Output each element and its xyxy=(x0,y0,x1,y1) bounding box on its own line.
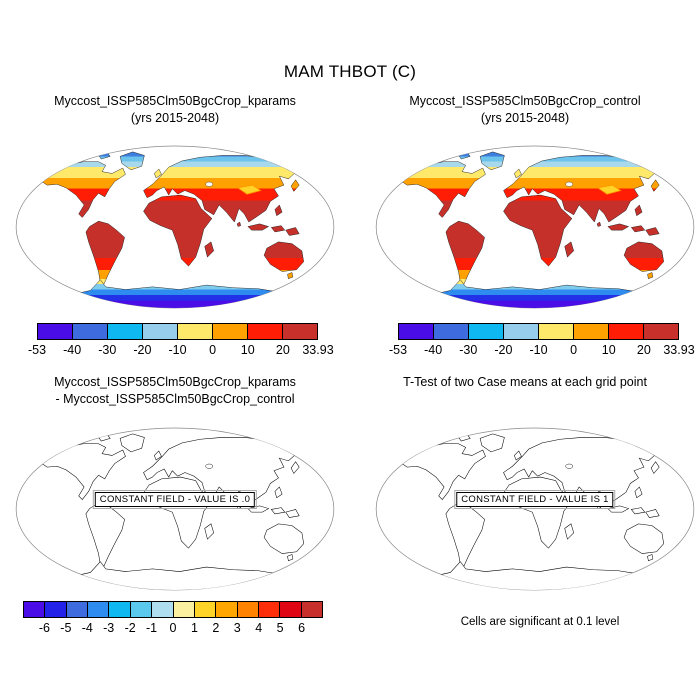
temperature-colorbar-left: -53 -40 -30 -20 -10 0 10 20 33.93 xyxy=(28,323,334,358)
panel-title-line2: (yrs 2015-2048) xyxy=(130,110,220,125)
colorbar-cell xyxy=(504,324,539,339)
colorbar-cell xyxy=(88,602,110,617)
colorbar-tick-label: 33.93 xyxy=(302,343,334,357)
constant-field-label: CONSTANT FIELD - VALUE IS .0 xyxy=(92,490,258,509)
colorbar-cell xyxy=(38,324,73,339)
colorbar-tick-label: -30 xyxy=(459,343,478,357)
panel-title-line2: - Myccost_ISSP585Clm50BgcCrop_control xyxy=(55,391,295,406)
temperature-colorbar-right: -53 -40 -30 -20 -10 0 10 20 33.93 xyxy=(389,323,695,358)
colorbar-cell xyxy=(283,324,317,339)
colorbar-tick-label: -10 xyxy=(168,343,187,357)
colorbar-tick-labels: -53 -40 -30 -20 -10 0 10 20 33.93 xyxy=(28,340,334,358)
colorbar-tick-label: 3 xyxy=(233,621,241,635)
world-map-difference: CONSTANT FIELD - VALUE IS .0 xyxy=(13,418,337,600)
panel-title-line1: Myccost_ISSP585Clm50BgcCrop_control xyxy=(409,94,641,108)
colorbar-cell xyxy=(237,602,259,617)
colorbar-tick-label: -30 xyxy=(98,343,117,357)
panel-title-line1: T-Test of two Case means at each grid po… xyxy=(403,375,647,389)
colorbar-tick-label: 33.93 xyxy=(663,343,695,357)
colorbar-cell xyxy=(108,324,143,339)
colorbar-cell xyxy=(178,324,213,339)
colorbar-cells xyxy=(23,601,323,618)
colorbar-tick-label: 4 xyxy=(255,621,263,635)
colorbar-cell xyxy=(539,324,574,339)
colorbar-tick-label: 0 xyxy=(570,343,578,357)
colorbar-cell xyxy=(248,324,283,339)
colorbar-tick-label: -20 xyxy=(494,343,513,357)
colorbar-tick-label: 0 xyxy=(209,343,217,357)
colorbar-cell xyxy=(609,324,644,339)
colorbar-tick-label: 2 xyxy=(212,621,220,635)
panel-title-line1: Myccost_ISSP585Clm50BgcCrop_kparams xyxy=(54,94,296,108)
colorbar-tick-label: -5 xyxy=(60,621,72,635)
colorbar-tick-label: -53 xyxy=(388,343,408,357)
difference-colorbar: -6 -5 -4 -3 -2 -1 0 1 2 3 4 5 6 xyxy=(23,601,323,636)
colorbar-tick-label: 10 xyxy=(240,343,255,357)
colorbar-tick-labels: -6 -5 -4 -3 -2 -1 0 1 2 3 4 5 6 xyxy=(23,618,323,636)
colorbar-cell xyxy=(45,602,67,617)
colorbar-tick-label: -40 xyxy=(424,343,443,357)
panel-title-top-right: Myccost_ISSP585Clm50BgcCrop_control (yrs… xyxy=(350,93,700,126)
panel-title-top-left: Myccost_ISSP585Clm50BgcCrop_kparams (yrs… xyxy=(0,93,350,126)
colorbar-tick-label: 1 xyxy=(190,621,198,635)
colorbar-cell xyxy=(194,602,217,617)
panel-title-line2: (yrs 2015-2048) xyxy=(480,110,570,125)
colorbar-tick-label: -2 xyxy=(124,621,136,635)
world-map-ttest: CONSTANT FIELD - VALUE IS 1 xyxy=(373,418,697,600)
colorbar-cells xyxy=(37,323,318,340)
colorbar-tick-label: -4 xyxy=(81,621,93,635)
world-map-kparams xyxy=(13,136,337,318)
colorbar-tick-labels: -53 -40 -30 -20 -10 0 10 20 33.93 xyxy=(389,340,695,358)
colorbar-cell xyxy=(301,602,323,617)
colorbar-cell xyxy=(173,602,195,617)
colorbar-tick-label: -6 xyxy=(38,621,50,635)
colorbar-cell xyxy=(66,602,89,617)
colorbar-tick-label: 0 xyxy=(169,621,177,635)
colorbar-cell xyxy=(399,324,434,339)
colorbar-cell xyxy=(469,324,504,339)
colorbar-cell xyxy=(130,602,153,617)
colorbar-cell xyxy=(143,324,178,339)
colorbar-tick-label: -3 xyxy=(103,621,115,635)
colorbar-cell xyxy=(73,324,108,339)
colorbar-tick-label: 20 xyxy=(636,343,651,357)
significance-caption: Cells are significant at 0.1 level xyxy=(460,616,620,628)
panel-title-line1: Myccost_ISSP585Clm50BgcCrop_kparams xyxy=(54,375,296,389)
colorbar-cells xyxy=(398,323,679,340)
colorbar-cell xyxy=(109,602,131,617)
colorbar-tick-label: -1 xyxy=(146,621,158,635)
colorbar-tick-label: 10 xyxy=(601,343,616,357)
colorbar-cell xyxy=(280,602,302,617)
colorbar-tick-label: -20 xyxy=(133,343,152,357)
panel-title-bottom-right: T-Test of two Case means at each grid po… xyxy=(350,374,700,391)
colorbar-cell xyxy=(574,324,609,339)
colorbar-tick-label: -10 xyxy=(529,343,548,357)
colorbar-cell xyxy=(644,324,678,339)
colorbar-tick-label: -40 xyxy=(63,343,82,357)
colorbar-tick-label: 6 xyxy=(298,621,306,635)
panel-title-bottom-left: Myccost_ISSP585Clm50BgcCrop_kparams - My… xyxy=(0,374,350,407)
colorbar-tick-label: 5 xyxy=(276,621,284,635)
constant-field-label: CONSTANT FIELD - VALUE IS 1 xyxy=(454,490,616,509)
colorbar-cell xyxy=(213,324,248,339)
colorbar-tick-label: -53 xyxy=(27,343,47,357)
page-title: MAM THBOT (C) xyxy=(283,62,417,81)
colorbar-cell xyxy=(216,602,238,617)
colorbar-cell xyxy=(152,602,174,617)
colorbar-tick-label: 20 xyxy=(275,343,290,357)
colorbar-cell xyxy=(258,602,281,617)
world-map-control xyxy=(373,136,697,318)
colorbar-cell xyxy=(24,602,46,617)
colorbar-cell xyxy=(434,324,469,339)
